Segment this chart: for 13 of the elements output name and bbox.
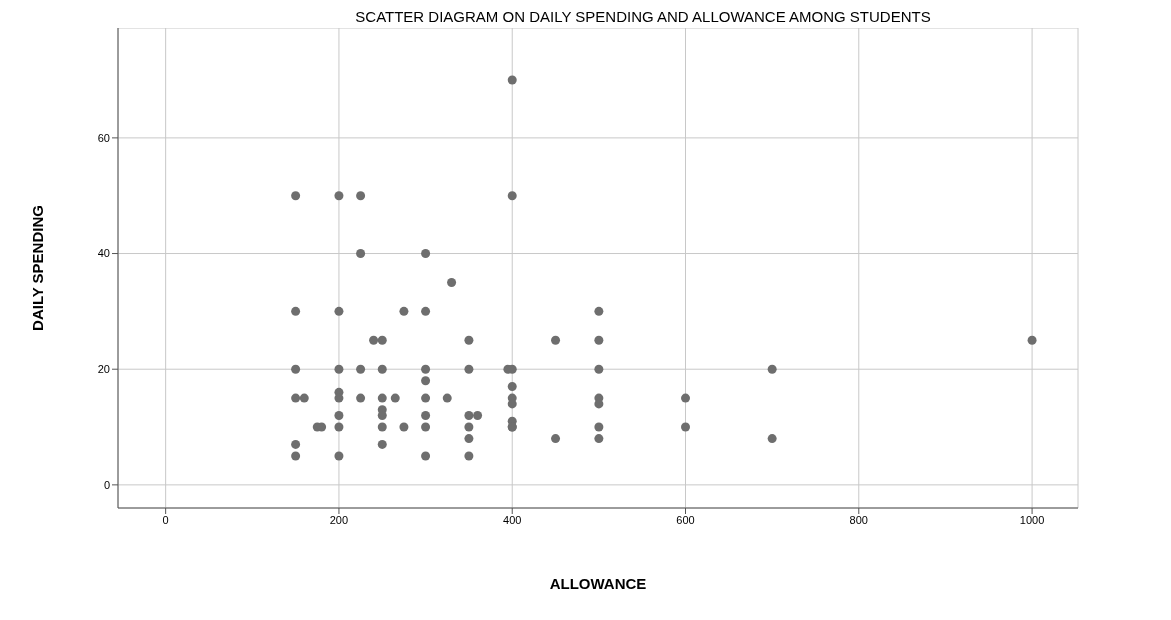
x-tick-label: 600 xyxy=(676,513,695,526)
x-tick-label: 400 xyxy=(503,513,522,526)
y-tick-label: 60 xyxy=(97,131,110,144)
x-tick-label: 200 xyxy=(329,513,349,526)
y-tick-label: 0 xyxy=(103,478,110,491)
x-tick-label: 800 xyxy=(849,513,868,526)
x-tick-label: 0 xyxy=(162,513,169,526)
y-axis-title: DAILY SPENDING xyxy=(29,205,47,331)
chart-title: SCATTER DIAGRAM ON DAILY SPENDING AND ALLOWANCE AMONG STUDENTS xyxy=(354,8,932,27)
y-tick-label: 20 xyxy=(97,363,110,376)
x-axis-title: ALLOWANCE xyxy=(549,574,647,592)
y-tick-label: 40 xyxy=(97,247,110,260)
x-tick-label: 1000 xyxy=(1019,513,1045,526)
